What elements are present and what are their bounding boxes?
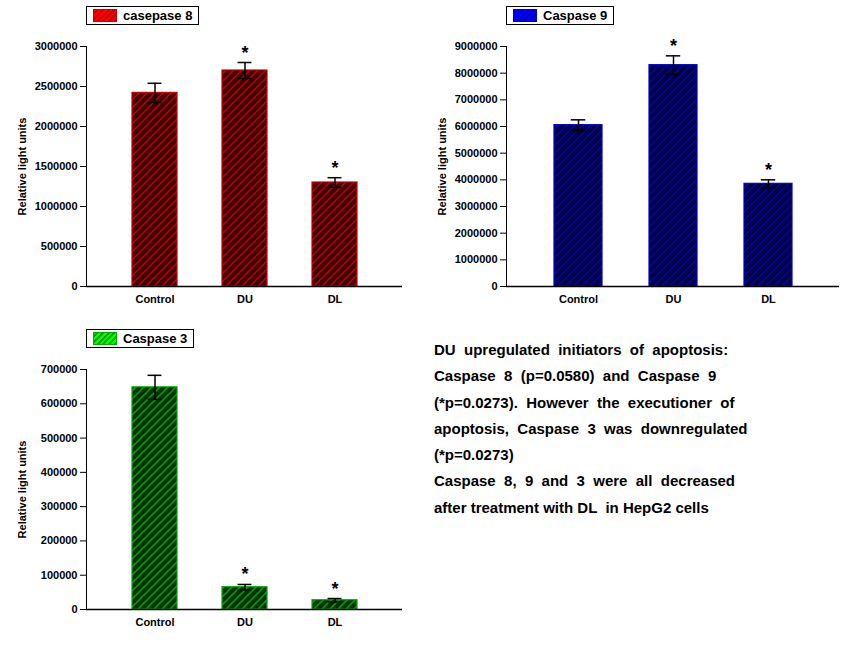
html-text:Caspase 3: Caspase 3 [123, 330, 188, 346]
html-text:Caspase 8, 9 and 3 were all de: Caspase 8, 9 and 3 were all decreased [434, 472, 735, 490]
svg-text:*: * [331, 579, 338, 599]
svg-text:400000: 400000 [41, 466, 78, 478]
svg-text:5000000: 5000000 [455, 147, 498, 159]
svg-text:Control: Control [135, 293, 174, 305]
svg-text:*: * [331, 158, 338, 178]
html-text:casepase 8: casepase 8 [123, 7, 193, 23]
svg-text:DL: DL [328, 293, 343, 305]
svg-text:600000: 600000 [41, 397, 78, 409]
svg-text:DU: DU [237, 293, 253, 305]
svg-text:Relative light units: Relative light units [16, 441, 28, 539]
svg-text:9000000: 9000000 [455, 40, 498, 52]
svg-text:Control: Control [135, 616, 174, 628]
html-text:(*p=0.0273). However the execu: (*p=0.0273). However the executioner of [434, 393, 735, 411]
svg-text:0: 0 [491, 280, 497, 292]
svg-text:1000000: 1000000 [455, 253, 498, 265]
svg-text:500000: 500000 [41, 432, 78, 444]
svg-text:DL: DL [328, 616, 343, 628]
svg-text:*: * [241, 43, 248, 63]
svg-text:100000: 100000 [41, 569, 78, 581]
svg-text:0: 0 [71, 280, 77, 292]
svg-text:*: * [670, 36, 677, 56]
svg-text:DU: DU [666, 293, 682, 305]
svg-text:300000: 300000 [41, 500, 78, 512]
svg-text:Control: Control [559, 293, 598, 305]
svg-text:DL: DL [761, 293, 776, 305]
svg-text:0: 0 [71, 603, 77, 615]
svg-text:8000000: 8000000 [455, 67, 498, 79]
html-text:Caspase 9: Caspase 9 [543, 7, 608, 23]
svg-text:6000000: 6000000 [455, 120, 498, 132]
html-text:DU upregulated initiators of a: DU upregulated initiators of apoptosis: [434, 341, 729, 358]
svg-text:*: * [241, 564, 248, 584]
html-text:Caspase 8 (p=0.0580) and Caspa: Caspase 8 (p=0.0580) and Caspase 9 [434, 367, 717, 385]
svg-text:3000000: 3000000 [35, 40, 78, 52]
svg-text:Relative light units: Relative light units [16, 118, 28, 216]
svg-text:Relative light units: Relative light units [436, 118, 448, 216]
svg-text:700000: 700000 [41, 363, 78, 375]
svg-text:1000000: 1000000 [35, 200, 78, 212]
svg-text:*: * [765, 160, 772, 180]
html-text:(*p=0.0273): (*p=0.0273) [434, 446, 514, 463]
svg-text:1500000: 1500000 [35, 160, 78, 172]
svg-text:3000000: 3000000 [455, 200, 498, 212]
svg-text:7000000: 7000000 [455, 93, 498, 105]
svg-text:4000000: 4000000 [455, 173, 498, 185]
svg-text:2500000: 2500000 [35, 80, 78, 92]
svg-text:200000: 200000 [41, 534, 78, 546]
svg-text:DU: DU [237, 616, 253, 628]
svg-text:2000000: 2000000 [455, 227, 498, 239]
svg-text:2000000: 2000000 [35, 120, 78, 132]
html-text:apoptosis, Caspase 3 was downr: apoptosis, Caspase 3 was downregulated [434, 419, 748, 437]
svg-text:500000: 500000 [41, 240, 78, 252]
html-text:after treatment with DL in Hep: after treatment with DL in HepG2 cells [434, 498, 709, 516]
